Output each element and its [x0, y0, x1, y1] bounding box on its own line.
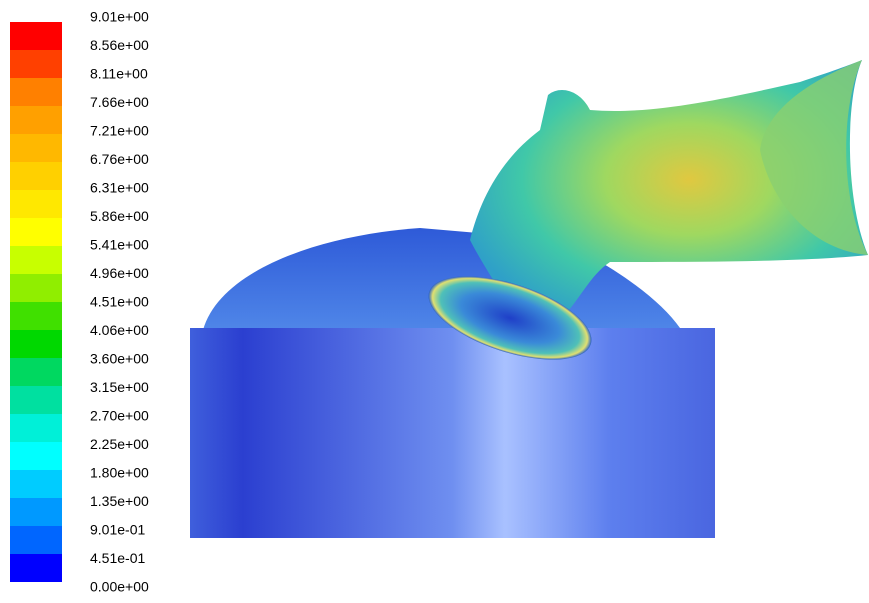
colorbar-label: 2.70e+00 — [90, 408, 149, 424]
colorbar-label: 8.11e+00 — [90, 66, 148, 82]
colorbar-band — [10, 498, 62, 526]
colorbar-band — [10, 470, 62, 498]
colorbar-label: 7.66e+00 — [90, 94, 149, 110]
colorbar-band — [10, 274, 62, 302]
cylinder — [190, 328, 715, 538]
colorbar-label: 5.86e+00 — [90, 208, 149, 224]
colorbar-label: 2.25e+00 — [90, 436, 149, 452]
colorbar-band — [10, 414, 62, 442]
colorbar-band — [10, 190, 62, 218]
colorbar-band — [10, 358, 62, 386]
colorbar-band — [10, 50, 62, 78]
colorbar-band — [10, 78, 62, 106]
colorbar-label: 4.51e-01 — [90, 550, 145, 566]
colorbar-band — [10, 162, 62, 190]
colorbar-label: 3.60e+00 — [90, 351, 149, 367]
contour-view: 9.01e+00 8.56e+00 8.11e+00 7.66e+00 7.21e+00… — [0, 0, 869, 603]
colorbar-band — [10, 134, 62, 162]
colorbar-band — [10, 386, 62, 414]
colorbar-label: 9.01e-01 — [90, 522, 145, 538]
colorbar-label: 7.21e+00 — [90, 123, 149, 139]
colorbar-label: 5.41e+00 — [90, 237, 149, 253]
colorbar-band — [10, 106, 62, 134]
colorbar-band — [10, 330, 62, 358]
colorbar-band — [10, 554, 62, 582]
colorbar: 9.01e+00 8.56e+00 8.11e+00 7.66e+00 7.21e+00… — [10, 9, 149, 595]
colorbar-band — [10, 246, 62, 274]
colorbar-label: 6.31e+00 — [90, 180, 149, 196]
colorbar-band — [10, 302, 62, 330]
colorbar-label: 1.80e+00 — [90, 465, 149, 481]
colorbar-band — [10, 218, 62, 246]
colorbar-label: 9.01e+00 — [90, 9, 149, 25]
colorbar-label: 8.56e+00 — [90, 37, 149, 53]
colorbar-band — [10, 442, 62, 470]
colorbar-label: 0.00e+00 — [90, 579, 149, 595]
page: {"colorbar": { "labels": ["9.01e+00","8.… — [0, 0, 869, 603]
colorbar-label: 4.06e+00 — [90, 322, 149, 338]
colorbar-label: 4.51e+00 — [90, 294, 149, 310]
geometry — [190, 60, 868, 538]
colorbar-label: 4.96e+00 — [90, 265, 149, 281]
colorbar-label: 3.15e+00 — [90, 379, 149, 395]
colorbar-band — [10, 22, 62, 50]
colorbar-band — [10, 526, 62, 554]
colorbar-label: 1.35e+00 — [90, 493, 149, 509]
colorbar-label: 6.76e+00 — [90, 151, 149, 167]
